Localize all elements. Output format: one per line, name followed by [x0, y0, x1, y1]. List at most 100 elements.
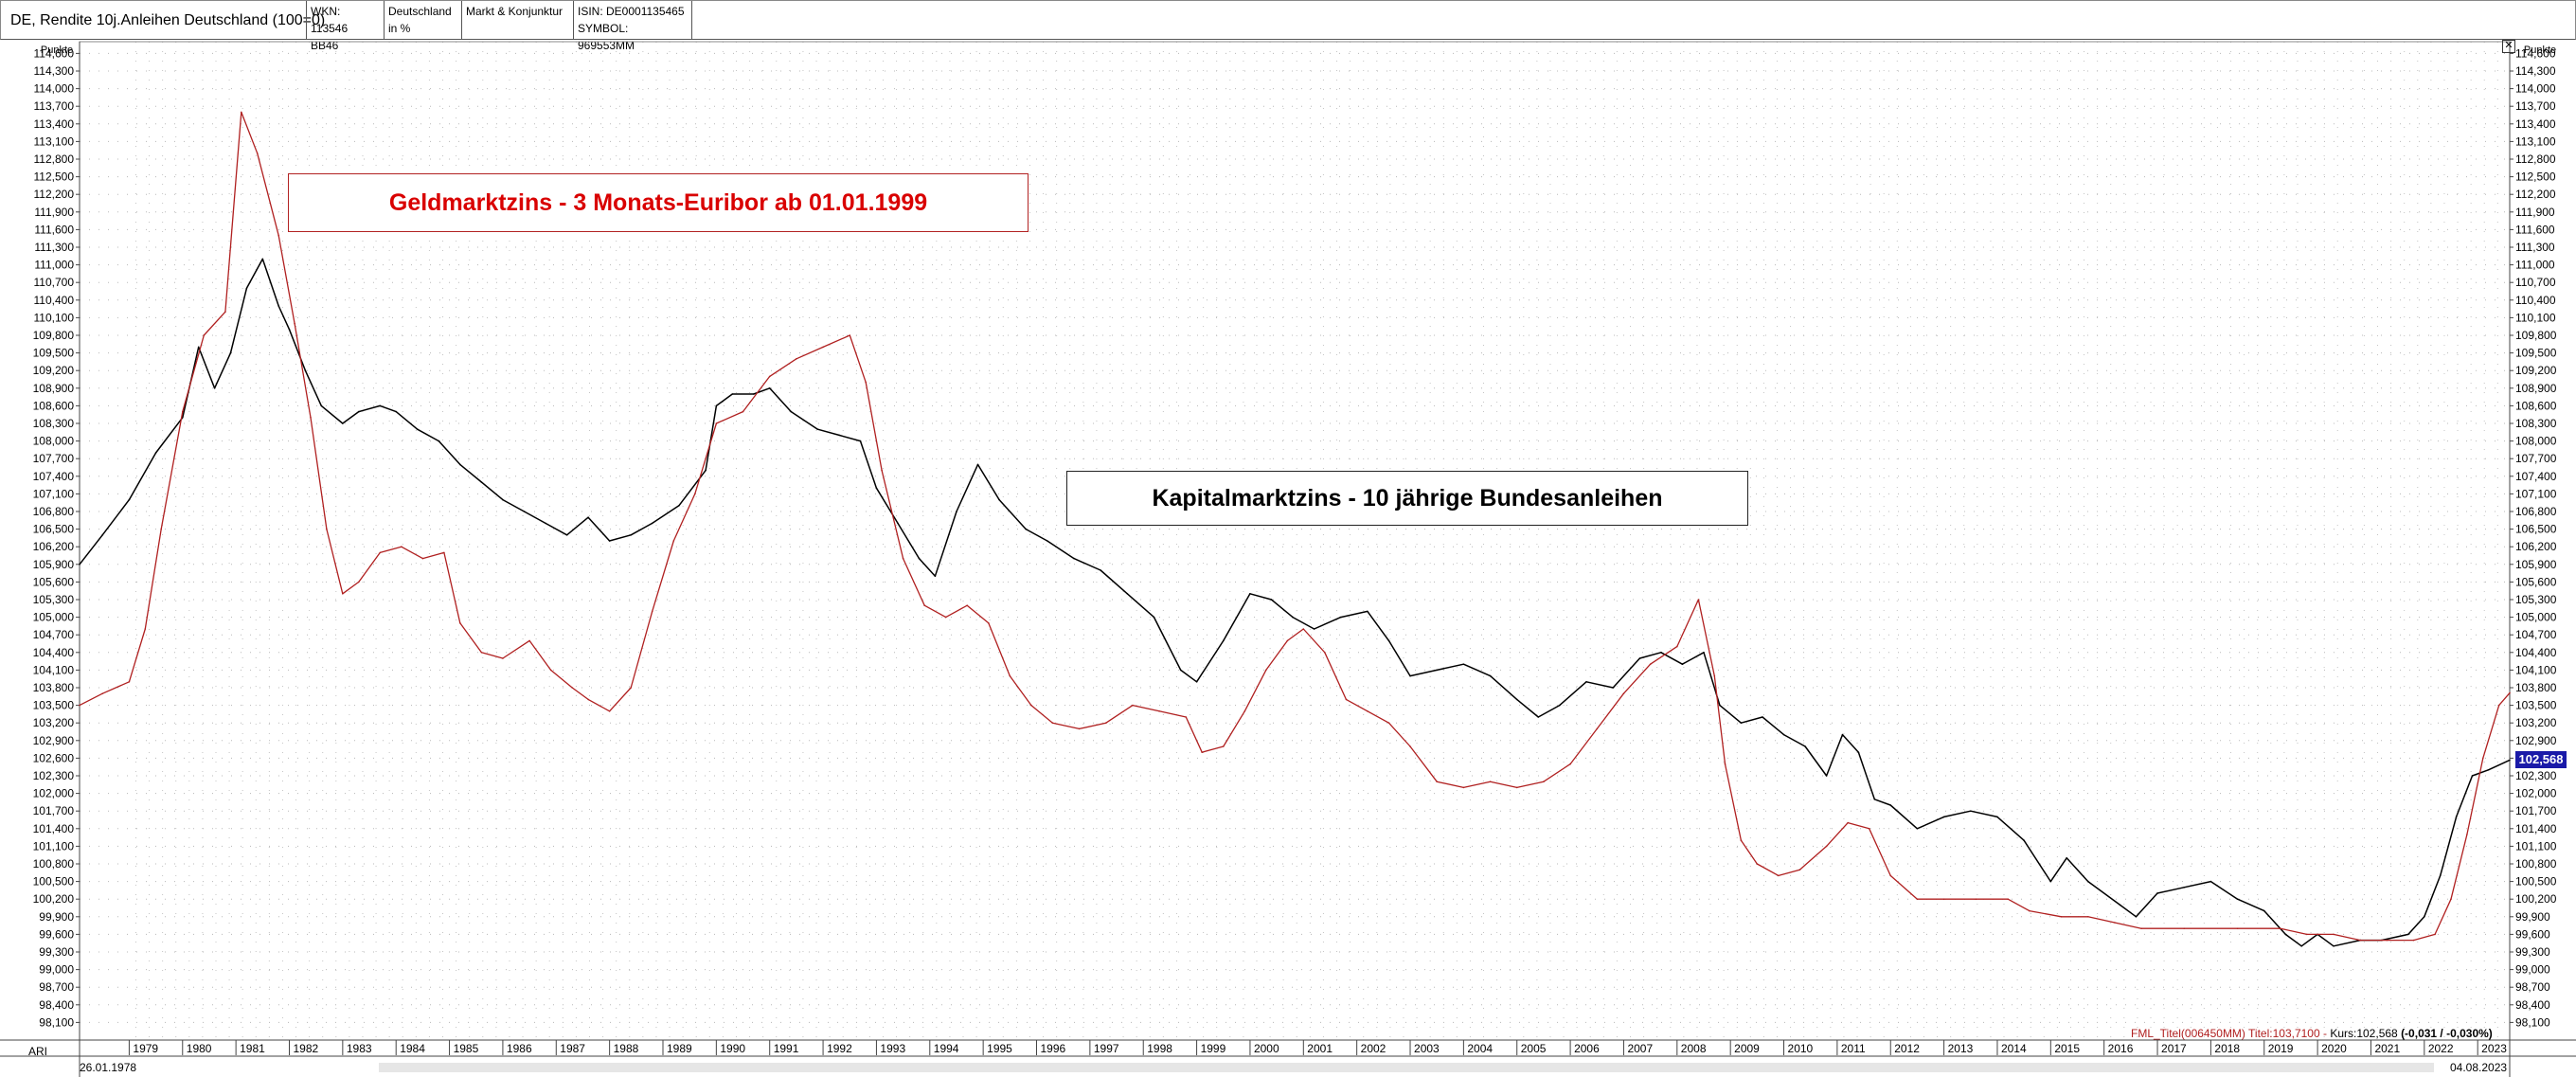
data-point	[1078, 727, 1081, 730]
data-point	[1868, 828, 1870, 830]
y-tick-label-left: 105,900	[33, 558, 75, 571]
data-point	[2135, 916, 2138, 918]
data-point	[213, 387, 216, 389]
data-point	[2497, 704, 2500, 707]
y-tick-label-right: 109,200	[2515, 364, 2557, 377]
y-tick-label-left: 114,600	[34, 46, 75, 60]
x-tick-label: 1989	[667, 1042, 692, 1055]
close-icon[interactable]: ✕	[2502, 40, 2515, 53]
x-tick-label: 1999	[1201, 1042, 1226, 1055]
data-point	[79, 564, 80, 565]
data-point	[1724, 763, 1726, 765]
data-point	[1857, 751, 1860, 753]
y-tick-label-right: 103,200	[2515, 716, 2557, 729]
y-tick-label-right: 105,300	[2515, 593, 2557, 606]
x-tick-label: 2008	[1681, 1042, 1707, 1055]
x-tick-label: 2016	[2108, 1042, 2134, 1055]
x-tick-label: 2006	[1574, 1042, 1600, 1055]
data-point	[2236, 927, 2239, 929]
y-tick-label-right: 98,700	[2515, 980, 2550, 994]
data-point	[976, 463, 979, 466]
y-tick-label-left: 101,700	[33, 804, 75, 817]
y-tick-label-right: 110,100	[2515, 311, 2556, 324]
data-point	[694, 493, 696, 495]
x-tick-label: 1998	[1147, 1042, 1172, 1055]
y-tick-label-right: 113,400	[2515, 117, 2556, 131]
y-tick-label-left: 113,100	[34, 135, 75, 148]
y-axis-label-left: Punkte	[41, 45, 73, 56]
data-point	[742, 410, 744, 413]
x-tick-label: 1994	[934, 1042, 959, 1055]
y-tick-label-left: 102,600	[33, 751, 75, 764]
y-tick-label-right: 109,500	[2515, 347, 2557, 360]
data-point	[1265, 669, 1267, 672]
data-point	[2066, 857, 2067, 859]
data-point	[1889, 804, 1891, 806]
data-point	[918, 557, 921, 560]
x-tick-label: 2009	[1734, 1042, 1760, 1055]
data-point	[1302, 628, 1305, 630]
data-point	[731, 393, 734, 395]
data-point	[1313, 628, 1315, 630]
y-tick-label-right: 105,000	[2515, 611, 2557, 624]
data-point	[1622, 692, 1625, 694]
data-point	[2300, 945, 2302, 947]
x-tick-label: 1985	[454, 1042, 479, 1055]
y-tick-label-right: 101,700	[2515, 804, 2557, 817]
isin-cell: ISIN: DE0001135465 SYMBOL: 969553MM	[573, 1, 692, 52]
y-tick-label-right: 99,600	[2515, 927, 2550, 941]
y-tick-label-left: 101,400	[33, 822, 75, 835]
data-point	[203, 334, 206, 336]
y-tick-label-left: 106,500	[33, 523, 75, 536]
data-point	[2209, 880, 2212, 883]
y-tick-label-right: 104,400	[2515, 646, 2557, 659]
x-tick-label: 1997	[1094, 1042, 1119, 1055]
data-point	[2439, 874, 2442, 877]
data-point	[998, 498, 1000, 501]
data-point	[379, 404, 382, 407]
y-tick-label-right: 107,400	[2515, 470, 2557, 483]
data-point	[1340, 616, 1342, 619]
y-tick-label-left: 102,000	[33, 787, 75, 800]
data-point	[1126, 593, 1129, 595]
data-point	[796, 358, 797, 360]
x-tick-label: 2010	[1788, 1042, 1814, 1055]
y-tick-label-right: 107,100	[2515, 487, 2557, 500]
data-point	[1223, 745, 1225, 747]
y-tick-label-right: 103,800	[2515, 681, 2557, 694]
y-tick-label-right: 100,500	[2515, 875, 2557, 889]
data-point	[1756, 863, 1759, 865]
data-point	[502, 657, 504, 659]
y-tick-label-left: 104,100	[33, 663, 75, 676]
data-point	[1596, 727, 1599, 730]
y-tick-label-right: 99,900	[2515, 910, 2550, 924]
y-tick-label-left: 104,400	[33, 646, 75, 659]
data-point	[326, 528, 328, 530]
data-point	[1073, 557, 1075, 560]
y-tick-label-left: 105,000	[33, 611, 75, 624]
data-point	[294, 322, 295, 325]
y-tick-label-right: 114,300	[2515, 64, 2556, 78]
data-point	[182, 410, 184, 413]
y-tick-label-left: 109,200	[33, 364, 75, 377]
data-point	[1975, 898, 1977, 900]
y-tick-label-left: 99,300	[39, 945, 74, 959]
data-point	[2450, 898, 2452, 900]
data-point	[459, 622, 461, 624]
time-scrollbar[interactable]	[379, 1063, 2434, 1072]
y-tick-label-right: 99,000	[2515, 963, 2550, 977]
data-point	[2119, 904, 2121, 906]
data-point	[1387, 639, 1390, 642]
data-point	[144, 628, 147, 630]
data-point	[154, 452, 157, 454]
data-point	[2114, 922, 2116, 924]
data-point	[160, 528, 162, 530]
x-tick-label: 1996	[1041, 1042, 1066, 1055]
y-tick-label-left: 99,000	[39, 963, 74, 977]
data-point	[358, 581, 360, 583]
y-tick-label-right: 102,000	[2515, 787, 2557, 800]
data-point	[241, 111, 242, 114]
data-point	[101, 692, 103, 694]
data-point	[256, 153, 259, 154]
data-point	[2509, 759, 2511, 762]
